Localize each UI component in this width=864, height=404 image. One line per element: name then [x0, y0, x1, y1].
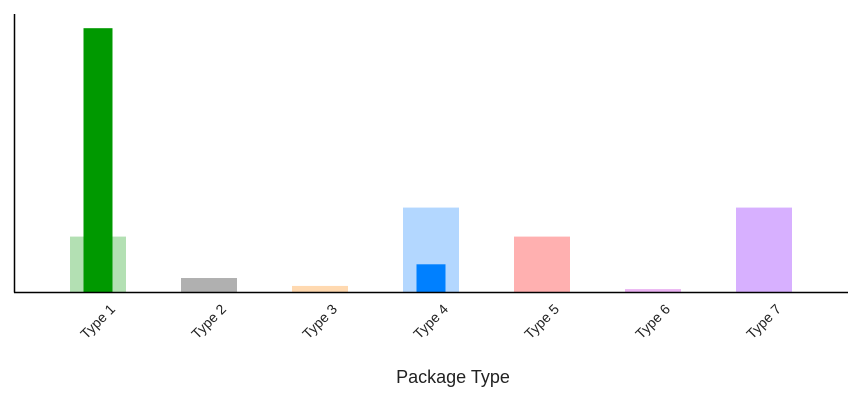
- x-tick-label: Type 3: [299, 301, 340, 342]
- bar: [83, 28, 113, 292]
- bar: [736, 207, 792, 292]
- x-axis-label: Package Type: [396, 367, 510, 387]
- x-tick-label: Type 4: [410, 301, 451, 342]
- bar: [625, 289, 681, 292]
- x-tick-label: Type 7: [743, 301, 784, 342]
- bar: [514, 236, 570, 292]
- x-tick-label: Type 2: [188, 301, 229, 342]
- bar: [416, 264, 446, 292]
- x-tick-label: Type 6: [632, 301, 673, 342]
- x-tick-label: Type 1: [77, 301, 118, 342]
- bar: [292, 285, 348, 292]
- x-tick-label: Type 5: [521, 301, 562, 342]
- bar: [181, 278, 237, 292]
